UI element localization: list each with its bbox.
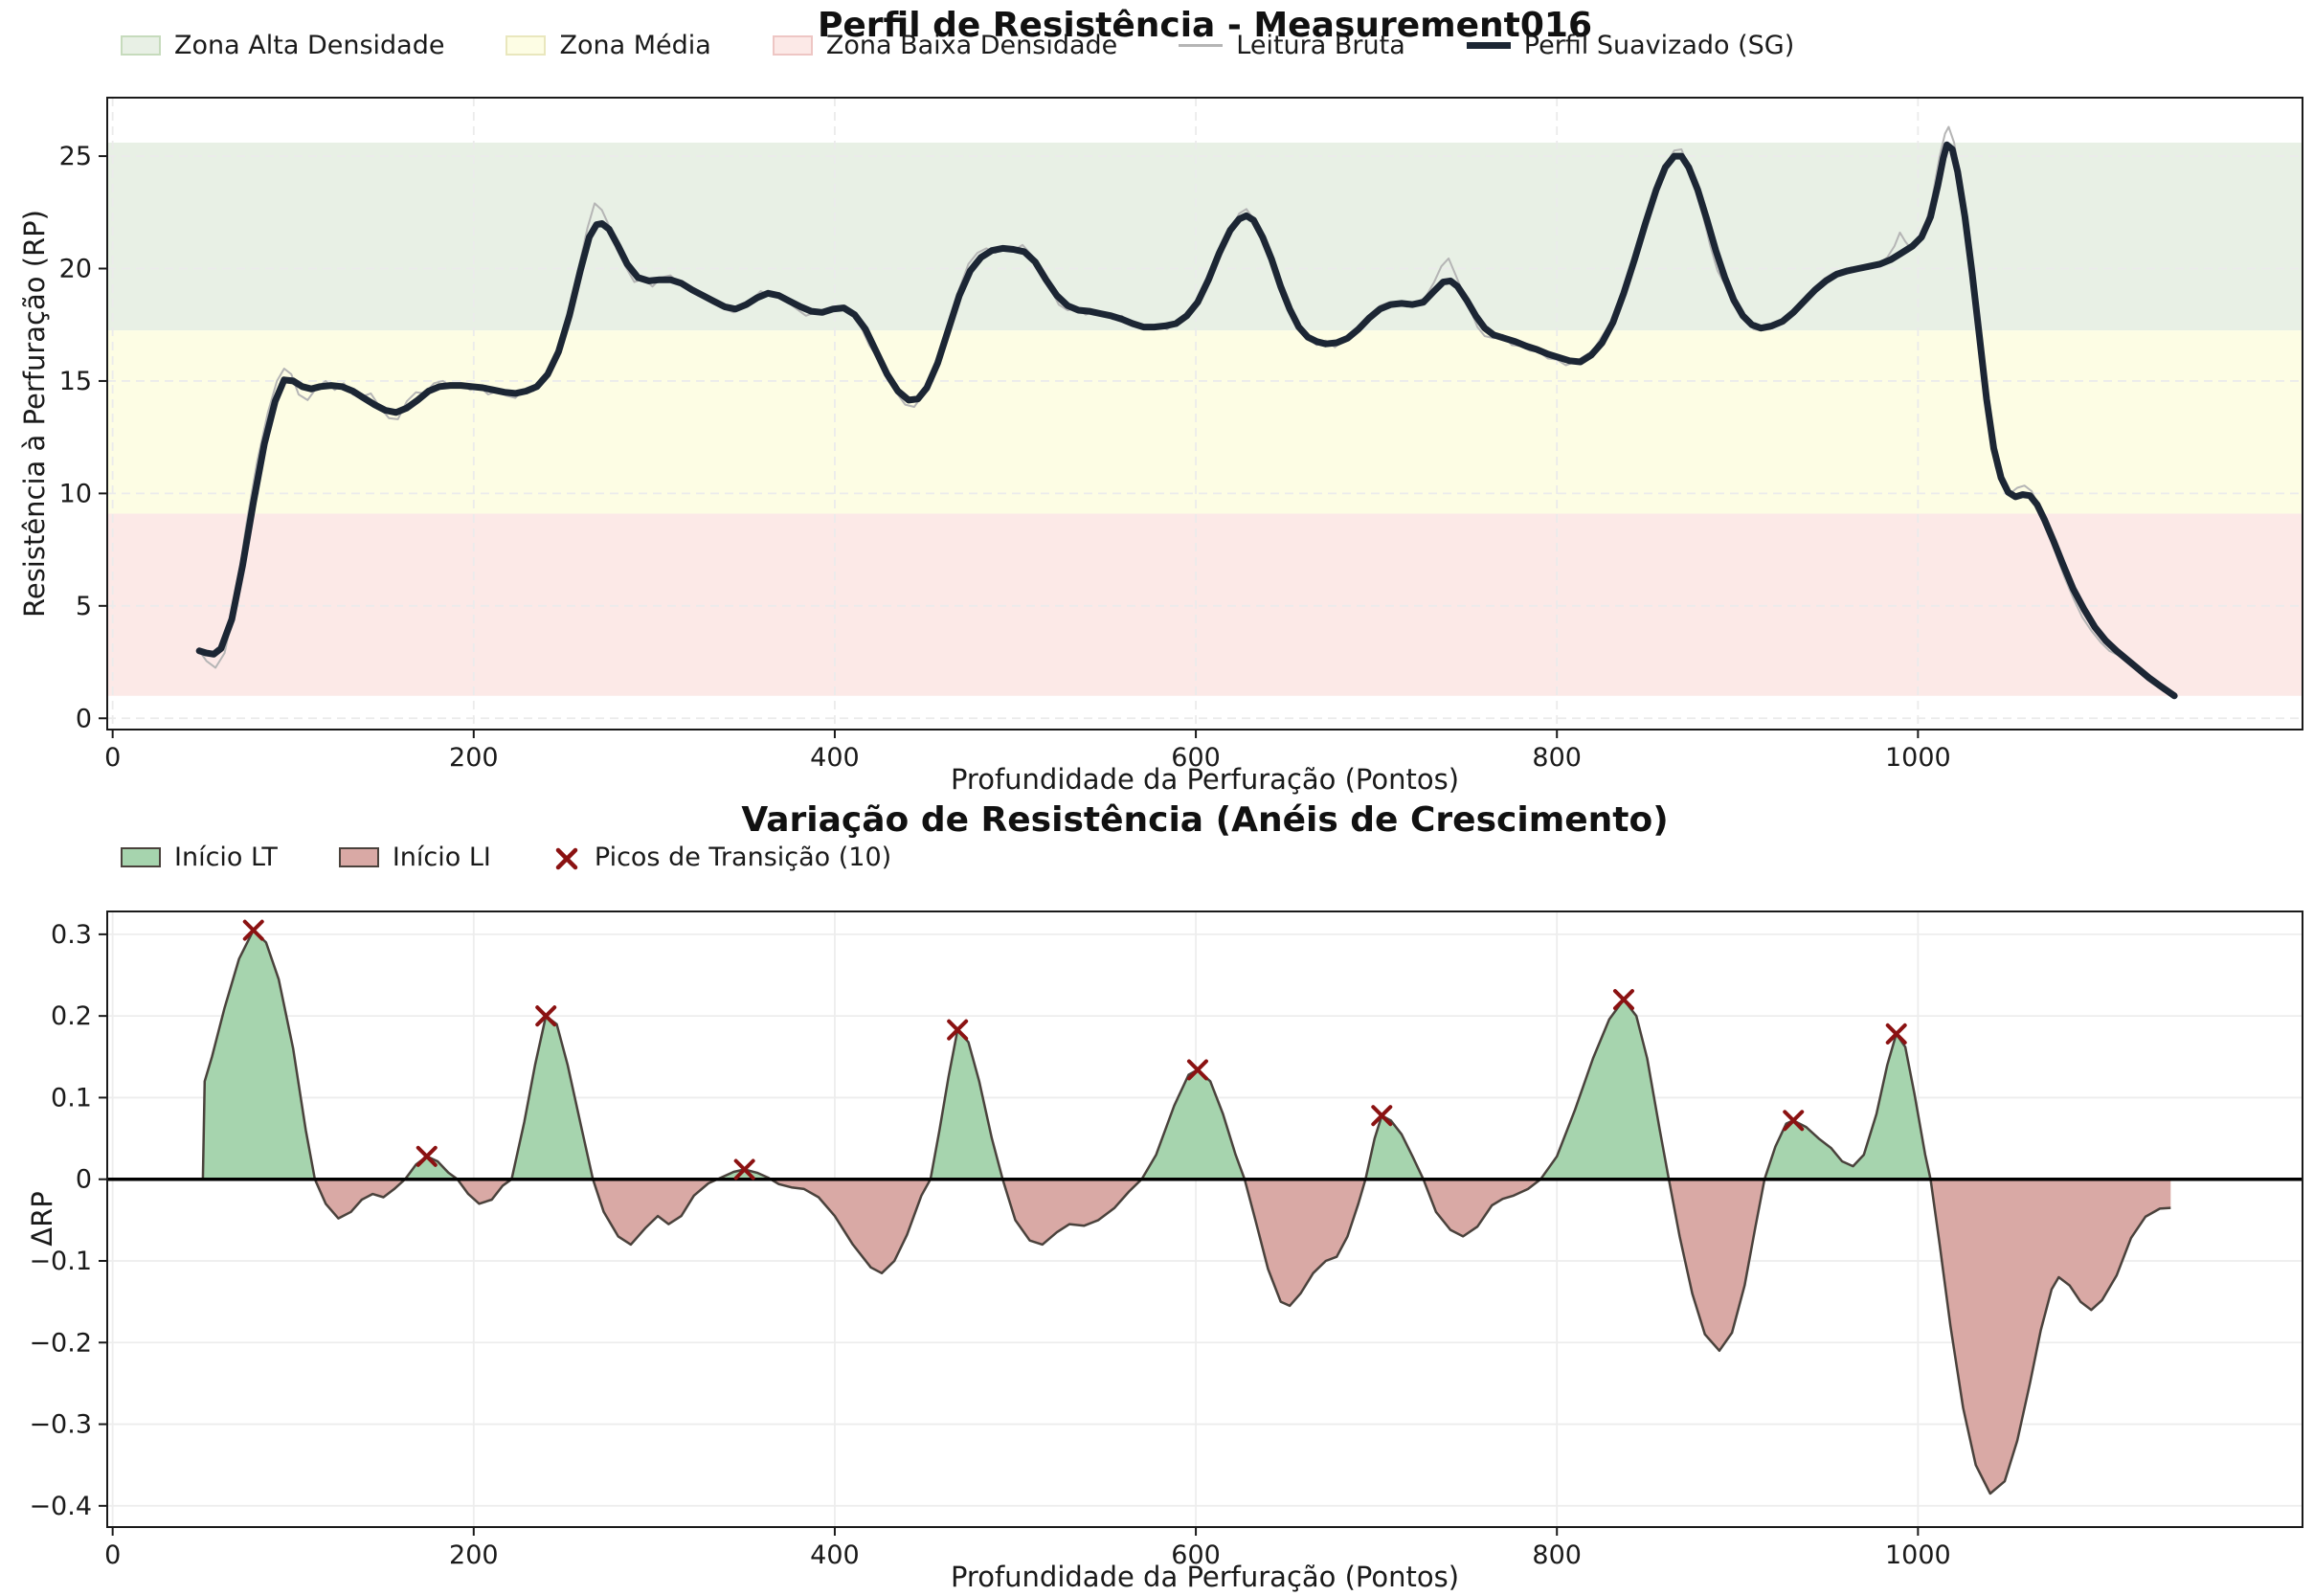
y-tick-label: 0.1 <box>51 1083 92 1113</box>
legend-label: Perfil Suavizado (SG) <box>1523 31 1795 60</box>
x-tick-label: 800 <box>1532 1540 1582 1570</box>
legend-item-inicio-li: Início LI <box>338 843 491 872</box>
lt-fill-swatch-icon <box>121 847 161 867</box>
legend-item-perfil-suavizado: Perfil Suavizado (SG) <box>1466 31 1795 60</box>
y-tick-label: 0 <box>76 704 92 733</box>
x-tick-label: 200 <box>449 743 499 773</box>
top-x-axis-label: Profundidade da Perfuração (Pontos) <box>950 763 1460 796</box>
legend-item-picos: Picos de Transição (10) <box>552 843 891 872</box>
legend-label: Zona Alta Densidade <box>174 31 445 60</box>
legend-item-leitura-bruta: Leitura Bruta <box>1179 31 1405 60</box>
transition-peak-marker <box>947 1019 969 1041</box>
top-chart-title: Perfil de Resistência - Measurement016 <box>817 6 1593 45</box>
transition-peak-marker <box>1186 1059 1208 1081</box>
bottom-y-axis-label: ΔRP <box>26 1191 58 1247</box>
bottom-legend: Início LT Início LI Picos de Transição (… <box>121 843 891 872</box>
top-legend: Zona Alta Densidade Zona Média Zona Baix… <box>121 31 1794 60</box>
transition-peak-marker <box>242 919 264 941</box>
bottom-x-axis-label: Profundidade da Perfuração (Pontos) <box>950 1561 1460 1593</box>
y-tick-label: −0.1 <box>29 1247 92 1276</box>
legend-label: Leitura Bruta <box>1236 31 1405 60</box>
y-tick-label: 0.2 <box>51 1001 92 1031</box>
li-fill-swatch-icon <box>338 847 379 867</box>
y-tick-label: 0.3 <box>51 920 92 950</box>
x-marker-icon <box>552 843 581 872</box>
x-tick-label: 800 <box>1532 743 1582 773</box>
y-tick-label: 5 <box>76 592 92 621</box>
x-tick-label: 1000 <box>1885 1540 1951 1570</box>
transition-peak-marker <box>1612 989 1634 1011</box>
y-tick-label: 20 <box>59 255 92 284</box>
y-tick-label: −0.4 <box>29 1492 92 1521</box>
legend-item-zona-alta: Zona Alta Densidade <box>121 31 444 60</box>
legend-item-inicio-lt: Início LT <box>121 843 278 872</box>
transition-peak-marker <box>733 1158 755 1180</box>
raw-line-swatch-icon <box>1179 44 1224 47</box>
x-tick-label: 400 <box>810 743 860 773</box>
transition-peak-marker <box>1885 1023 1907 1045</box>
legend-label: Início LI <box>392 843 491 872</box>
transition-peak-marker <box>1783 1110 1805 1132</box>
y-tick-label: 25 <box>59 142 92 171</box>
transition-peak-marker <box>416 1145 438 1167</box>
legend-label: Zona Baixa Densidade <box>825 31 1118 60</box>
top-y-axis-label: Resistência à Perfuração (RP) <box>18 210 51 618</box>
x-tick-label: 600 <box>1171 743 1221 773</box>
y-tick-label: −0.3 <box>29 1410 92 1440</box>
y-tick-label: −0.2 <box>29 1328 92 1358</box>
zone-mid-swatch-icon <box>505 35 547 56</box>
x-tick-label: 0 <box>104 743 121 773</box>
y-tick-label: 10 <box>59 479 92 508</box>
y-tick-label: 15 <box>59 367 92 396</box>
legend-label: Picos de Transição (10) <box>594 843 892 872</box>
x-tick-label: 0 <box>104 1540 121 1570</box>
legend-item-zona-media: Zona Média <box>505 31 711 60</box>
transition-peak-marker <box>535 1005 557 1027</box>
x-tick-label: 200 <box>449 1540 499 1570</box>
transition-peak-marker <box>1371 1105 1393 1127</box>
zone-low-swatch-icon <box>772 35 813 56</box>
legend-item-zona-baixa: Zona Baixa Densidade <box>772 31 1118 60</box>
legend-label: Zona Média <box>559 31 711 60</box>
y-tick-label: 0 <box>76 1165 92 1195</box>
x-tick-label: 1000 <box>1885 743 1951 773</box>
smooth-line-swatch-icon <box>1466 42 1511 49</box>
bottom-chart-title: Variação de Resistência (Anéis de Cresci… <box>741 800 1669 840</box>
x-tick-label: 400 <box>810 1540 860 1570</box>
zone-high-swatch-icon <box>121 35 161 56</box>
legend-label: Início LT <box>174 843 278 872</box>
x-tick-label: 600 <box>1171 1540 1221 1570</box>
